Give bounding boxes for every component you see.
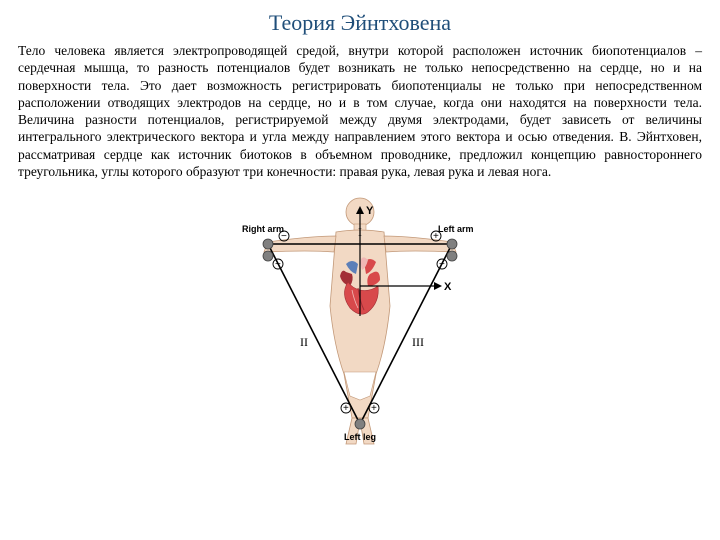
lead-1-label: I <box>358 225 362 239</box>
paragraph: Тело человека является электропроводящей… <box>18 42 702 180</box>
axis-y-label: Y <box>366 205 374 217</box>
page: Теория Эйнтховена Тело человека является… <box>0 0 720 540</box>
right-arm-label: Right arm <box>242 224 284 234</box>
svg-text:+: + <box>343 403 349 414</box>
axis-x-label: X <box>444 281 452 293</box>
left-arm-label: Left arm <box>438 224 474 234</box>
lead-3-label: III <box>412 335 424 349</box>
svg-text:−: − <box>275 259 281 270</box>
svg-text:−: − <box>439 259 445 270</box>
page-title: Теория Эйнтховена <box>18 10 702 36</box>
left-leg-label: Left leg <box>344 432 376 442</box>
svg-text:+: + <box>371 403 377 414</box>
lead-2-label: II <box>300 335 308 349</box>
einthoven-diagram: Y X − + − + <box>220 186 500 446</box>
